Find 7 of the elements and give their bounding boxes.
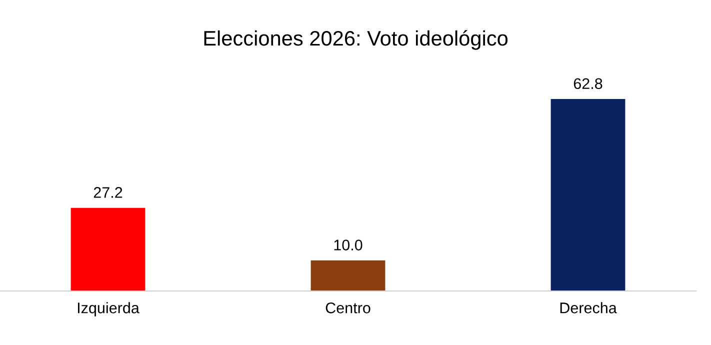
x-tick-label: Derecha: [560, 302, 617, 314]
x-tick-label: Izquierda: [78, 302, 140, 316]
data-label: 10.0: [334, 240, 362, 250]
data-label: 62.8: [574, 78, 602, 90]
chart-title: Elecciones 2026: Voto ideológico: [204, 30, 508, 50]
data-label: 27.2: [94, 187, 122, 198]
x-tick-label: Centro: [326, 302, 370, 314]
